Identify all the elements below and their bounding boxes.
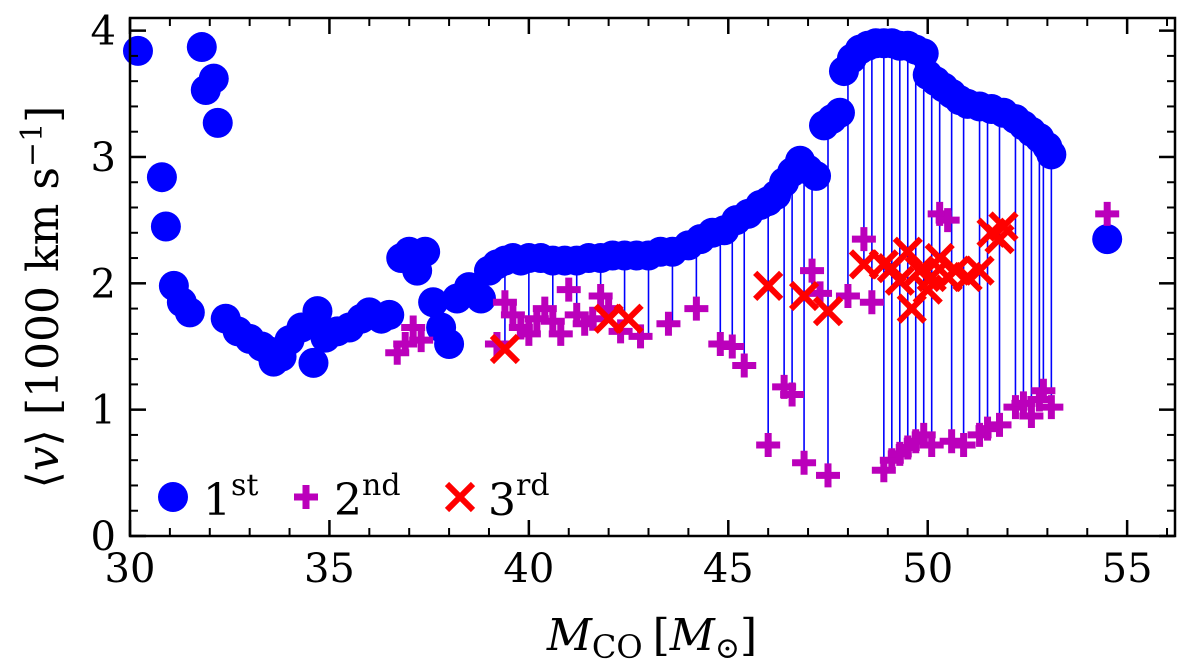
point-second	[792, 450, 817, 475]
stems-layer	[504, 43, 1053, 476]
point-third	[964, 255, 995, 286]
point-second	[409, 328, 434, 353]
point-second	[859, 290, 884, 315]
axes-layer: 30 35 40 45 50 55 0 1 2 3 4	[91, 9, 1177, 592]
point-first	[374, 299, 405, 330]
point-second	[548, 321, 573, 346]
x-tick-label: 50	[902, 546, 953, 592]
point-second	[580, 306, 605, 331]
point-second	[532, 296, 557, 321]
point-second	[656, 311, 681, 336]
point-second	[756, 433, 781, 458]
point-second	[732, 353, 757, 378]
point-third	[812, 295, 844, 327]
point-first	[198, 63, 229, 94]
legend-label-first: 1st	[203, 468, 258, 526]
point-first	[174, 297, 205, 328]
point-second	[393, 331, 418, 356]
point-second	[951, 433, 976, 458]
point-first	[434, 328, 465, 359]
point-third	[613, 303, 644, 334]
point-third	[489, 333, 521, 365]
point-second	[1095, 201, 1120, 226]
point-first	[1036, 139, 1067, 170]
point-first	[122, 35, 153, 66]
point-second	[1019, 403, 1044, 428]
x-tick-label: 35	[304, 546, 355, 592]
point-first	[298, 347, 329, 378]
legend-marker-third	[444, 481, 476, 513]
point-first	[465, 283, 496, 314]
point-second	[556, 277, 581, 302]
x-tick-label: 30	[105, 546, 156, 592]
point-second	[720, 334, 745, 359]
legend-marker-second	[294, 485, 318, 509]
point-second	[1031, 378, 1056, 403]
point-first	[1092, 224, 1123, 255]
legend: 1st 2nd 3rd	[158, 468, 550, 526]
point-first	[146, 162, 177, 193]
point-second	[851, 227, 876, 252]
point-first	[302, 296, 333, 327]
y-tick-label: 2	[91, 261, 116, 307]
point-second	[684, 296, 709, 321]
point-first	[150, 211, 181, 242]
point-third	[892, 236, 923, 267]
point-second	[975, 416, 1000, 441]
x-tick-label: 40	[503, 546, 554, 592]
y-tick-label: 1	[91, 388, 116, 434]
point-first	[410, 236, 441, 267]
y-axis-title: ⟨v⟩[1000 km s−1]	[15, 106, 69, 489]
y-tick-label: 4	[91, 9, 116, 55]
point-second	[516, 321, 541, 346]
series-third-layer	[489, 211, 1019, 365]
point-third	[988, 211, 1019, 242]
y-tick-label: 0	[91, 514, 116, 560]
point-first	[418, 287, 449, 318]
point-third	[753, 270, 784, 301]
x-tick-label: 45	[703, 546, 754, 592]
point-second	[800, 258, 825, 283]
series-first-layer	[122, 28, 1123, 378]
point-third	[884, 265, 915, 296]
point-first	[824, 97, 855, 128]
point-second	[588, 283, 613, 308]
point-third	[788, 280, 820, 312]
point-first	[186, 32, 217, 63]
point-second	[835, 283, 860, 308]
point-second	[939, 429, 964, 454]
point-second	[500, 302, 525, 327]
point-second	[815, 463, 840, 488]
point-second	[492, 290, 517, 315]
point-second	[540, 309, 565, 334]
point-second	[935, 208, 960, 233]
plot-frame	[128, 16, 1177, 538]
point-second	[987, 412, 1012, 437]
point-second	[1011, 391, 1036, 416]
point-second	[780, 382, 805, 407]
point-first	[801, 160, 832, 191]
point-first	[202, 107, 233, 138]
point-second	[919, 433, 944, 458]
x-axis-title: MCO [M⊙]	[546, 610, 757, 666]
x-tick-label: 55	[1102, 546, 1153, 592]
point-second	[401, 315, 426, 340]
legend-label-second: 2nd	[334, 468, 401, 526]
y-tick-label: 3	[91, 135, 116, 181]
legend-marker-first	[158, 482, 188, 512]
point-second	[1039, 395, 1064, 420]
legend-label-third: 3rd	[488, 468, 550, 526]
